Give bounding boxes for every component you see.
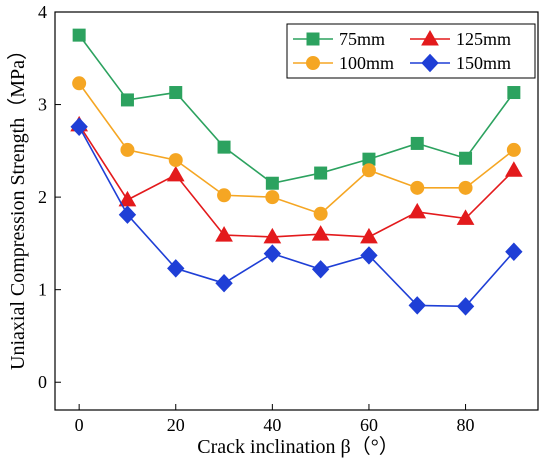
data-point-100mm	[72, 76, 87, 91]
legend-label: 125mm	[456, 29, 511, 49]
data-point-150mm	[263, 244, 282, 263]
data-point-150mm	[215, 273, 233, 293]
y-tick-label: 3	[38, 95, 47, 115]
data-point-75mm	[169, 86, 183, 100]
data-point-150mm	[167, 259, 185, 278]
data-point-75mm	[217, 140, 231, 154]
series-line-75mm	[78, 34, 515, 185]
legend-label: 150mm	[456, 53, 511, 73]
data-point-125mm	[408, 202, 427, 219]
data-point-125mm	[311, 225, 330, 241]
data-point-125mm	[456, 209, 475, 225]
x-tick-label: 60	[360, 415, 378, 435]
data-point-125mm	[215, 226, 233, 242]
series-100mm	[72, 76, 521, 221]
legend-box	[286, 23, 536, 79]
legend-label: 75mm	[339, 29, 385, 49]
series-line-150mm	[78, 126, 515, 308]
y-tick-label: 2	[38, 187, 47, 207]
series-line-100mm	[78, 82, 515, 215]
legend-item-100mm: 100mm	[293, 53, 394, 73]
data-point-75mm	[314, 166, 328, 180]
legend-item-150mm: 150mm	[410, 53, 511, 73]
data-point-75mm	[265, 176, 279, 190]
data-point-125mm	[360, 227, 378, 244]
axis-ticks: 0 20 40 60 80 0 1 2 3 4	[38, 2, 475, 435]
data-point-100mm	[265, 190, 280, 205]
data-point-75mm	[410, 136, 424, 150]
x-tick-label: 80	[457, 415, 475, 435]
legend-label: 100mm	[339, 53, 394, 73]
legend-marker	[306, 32, 320, 46]
legend-marker	[421, 29, 439, 46]
data-point-100mm	[217, 188, 232, 203]
legend-marker	[421, 53, 439, 73]
data-point-75mm	[120, 93, 134, 107]
data-point-150mm	[456, 297, 475, 316]
y-tick-label: 1	[38, 280, 47, 300]
legend: 75mm 125mm 100mm 150mm	[286, 23, 536, 79]
series-line-125mm	[78, 124, 515, 238]
plot-area	[54, 11, 539, 411]
data-point-75mm	[459, 151, 473, 165]
legend-item-125mm: 125mm	[410, 29, 511, 49]
series-150mm	[70, 117, 523, 316]
data-point-150mm	[505, 242, 523, 261]
series-group	[70, 28, 523, 316]
x-tick-label: 20	[167, 415, 185, 435]
data-point-150mm	[70, 117, 88, 137]
plot-frame	[54, 11, 539, 411]
data-point-100mm	[458, 180, 473, 195]
data-point-150mm	[118, 205, 137, 224]
legend-item-75mm: 75mm	[293, 29, 385, 49]
x-tick-label: 40	[263, 415, 281, 435]
data-point-75mm	[507, 86, 521, 100]
data-point-150mm	[360, 246, 378, 265]
legend-marker	[306, 56, 320, 70]
data-point-125mm	[166, 165, 185, 182]
data-point-100mm	[410, 180, 425, 195]
series-75mm	[72, 28, 521, 190]
y-tick-label: 4	[38, 2, 47, 22]
data-point-150mm	[408, 296, 426, 315]
data-point-100mm	[168, 153, 183, 168]
y-tick-label: 0	[38, 372, 47, 392]
data-point-125mm	[504, 161, 523, 177]
x-tick-label: 0	[75, 415, 84, 435]
data-point-125mm	[263, 227, 282, 244]
data-point-100mm	[120, 142, 135, 157]
x-axis-title: Crack inclination β（°）	[197, 435, 398, 458]
data-point-100mm	[313, 206, 328, 221]
y-axis-title: Uniaxial Compression Strength（MPa）	[6, 40, 29, 370]
data-point-150mm	[311, 260, 330, 279]
data-point-100mm	[506, 142, 521, 157]
series-125mm	[70, 115, 523, 244]
data-point-75mm	[72, 28, 86, 42]
data-point-100mm	[361, 163, 376, 178]
